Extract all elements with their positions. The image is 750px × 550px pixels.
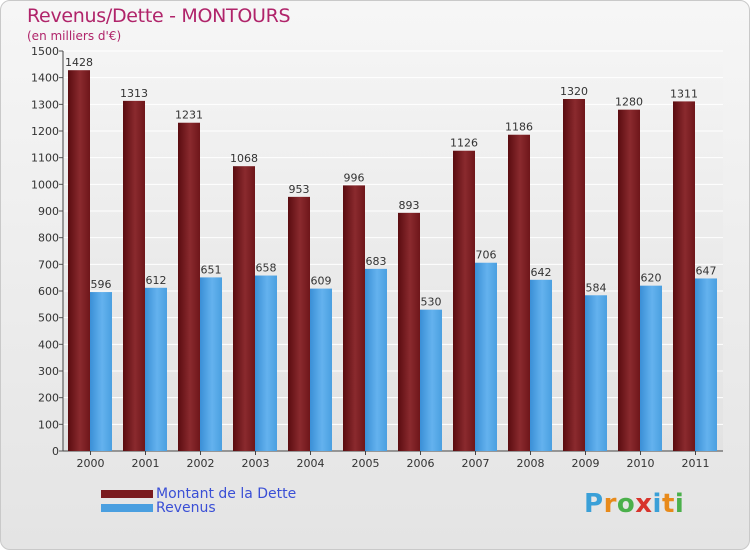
- x-tick-label: 2004: [297, 457, 325, 470]
- y-tick-label: 100: [38, 418, 59, 431]
- legend-swatch-revenus: [101, 504, 153, 512]
- data-labels: 1428 596 1313 612 1231 651 1068 658 953 609 996 683…: [65, 56, 717, 308]
- data-label-revenus: 612: [146, 274, 167, 287]
- y-tick-label: 500: [38, 312, 59, 325]
- logo-letter: o: [616, 489, 636, 519]
- chart-title: Revenus/Dette - MONTOURS: [27, 5, 291, 27]
- y-tick-label: 1400: [31, 72, 59, 85]
- chart-subtitle: (en milliers d'€): [27, 29, 122, 43]
- logo-letter: i: [652, 489, 662, 519]
- y-tick-label: 200: [38, 392, 59, 405]
- bar-revenus: [145, 287, 167, 451]
- data-label-revenus: 530: [421, 296, 442, 309]
- bar-dette: [288, 196, 310, 451]
- y-tick-label: 1500: [31, 45, 59, 58]
- y-tick-label: 900: [38, 205, 59, 218]
- x-tick-label: 2011: [682, 457, 710, 470]
- x-tick-label: 2007: [462, 457, 490, 470]
- bar-revenus: [200, 277, 222, 451]
- data-label-revenus: 647: [696, 264, 717, 277]
- bars: [68, 70, 717, 452]
- data-label-dette: 1126: [450, 137, 478, 150]
- data-label-dette: 953: [289, 183, 310, 196]
- proxiti-logo: Proxiti: [584, 489, 684, 519]
- data-label-dette: 1186: [505, 121, 533, 134]
- bar-revenus: [255, 275, 277, 451]
- bar-revenus: [365, 268, 387, 451]
- bar-dette: [233, 166, 255, 451]
- x-tick-label: 2006: [407, 457, 435, 470]
- data-label-dette: 1313: [120, 87, 148, 100]
- bar-dette: [178, 122, 200, 451]
- bar-dette: [343, 185, 365, 451]
- logo-letter: P: [584, 489, 604, 519]
- bar-dette: [398, 212, 420, 451]
- bar-dette: [673, 101, 695, 452]
- y-tick-label: 1000: [31, 178, 59, 191]
- y-tick-label: 300: [38, 365, 59, 378]
- data-label-revenus: 642: [531, 266, 552, 279]
- bar-dette: [453, 150, 475, 451]
- y-tick-label: 800: [38, 232, 59, 245]
- bar-dette: [508, 134, 530, 451]
- legend-swatch-debt: [101, 490, 153, 498]
- y-tick-label: 600: [38, 285, 59, 298]
- data-label-revenus: 584: [586, 281, 607, 294]
- data-label-revenus: 651: [201, 263, 222, 276]
- bar-revenus: [475, 262, 497, 451]
- y-tick-label: 700: [38, 258, 59, 271]
- data-label-dette: 1311: [670, 87, 698, 100]
- bar-dette: [563, 99, 585, 451]
- data-label-dette: 1320: [560, 85, 588, 98]
- y-tick-label: 0: [52, 445, 59, 458]
- bar-revenus: [695, 278, 717, 451]
- data-label-revenus: 658: [256, 262, 277, 275]
- bar-dette: [68, 70, 90, 451]
- bar-dette: [618, 109, 640, 452]
- bar-revenus: [585, 295, 607, 451]
- data-label-dette: 1231: [175, 109, 203, 122]
- y-tick-label: 1300: [31, 98, 59, 111]
- bar-revenus: [310, 288, 332, 451]
- legend-label-debt: Montant de la Dette: [156, 486, 297, 502]
- bar-revenus: [530, 279, 552, 451]
- data-label-revenus: 706: [476, 249, 497, 262]
- legend-label-revenus: Revenus: [156, 500, 216, 516]
- x-tick-label: 2001: [132, 457, 160, 470]
- bar-revenus: [420, 309, 442, 451]
- logo-letter: r: [603, 489, 617, 519]
- data-label-revenus: 683: [366, 255, 387, 268]
- x-tick-label: 2008: [517, 457, 545, 470]
- data-label-dette: 1068: [230, 152, 258, 165]
- bar-revenus: [640, 285, 662, 451]
- data-label-dette: 893: [399, 199, 420, 212]
- data-label-dette: 1280: [615, 96, 643, 109]
- data-label-revenus: 620: [641, 272, 662, 285]
- y-tick-label: 1100: [31, 152, 59, 165]
- x-tick-label: 2005: [352, 457, 380, 470]
- data-label-dette: 1428: [65, 56, 93, 69]
- bar-dette: [123, 100, 145, 451]
- logo-letter: x: [635, 489, 653, 519]
- data-label-dette: 996: [344, 171, 365, 184]
- data-label-revenus: 609: [311, 275, 332, 288]
- gridlines: [63, 50, 723, 452]
- x-tick-label: 2000: [77, 457, 105, 470]
- logo-letter: i: [674, 489, 685, 519]
- plot-area: [63, 51, 723, 451]
- axes: 0 100 200 300 400 500 600 700 800 900 1000 1100 1200…: [31, 45, 723, 470]
- y-tick-label: 1200: [31, 125, 59, 138]
- bar-revenus: [90, 292, 112, 451]
- logo-letter: t: [661, 489, 675, 519]
- x-tick-label: 2002: [187, 457, 215, 470]
- y-tick-label: 400: [38, 338, 59, 351]
- x-tick-label: 2009: [572, 457, 600, 470]
- x-tick-label: 2003: [242, 457, 270, 470]
- data-label-revenus: 596: [91, 278, 112, 291]
- x-tick-label: 2010: [627, 457, 655, 470]
